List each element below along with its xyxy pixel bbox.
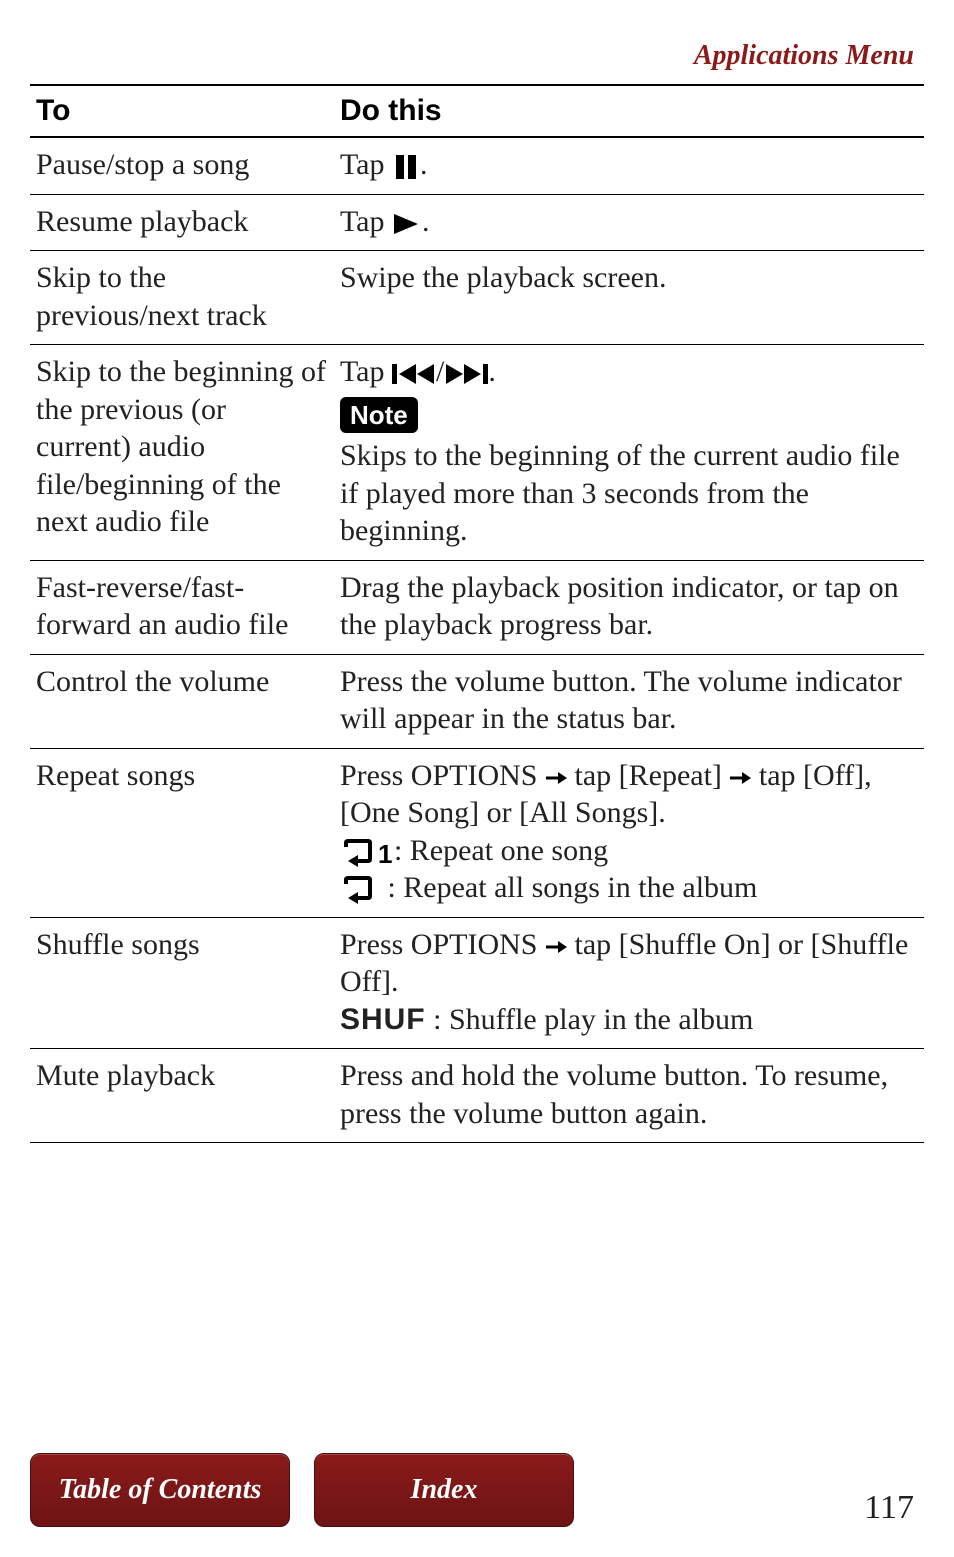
- table-row: Skip to the previous/next track Swipe th…: [30, 251, 924, 345]
- row-do: Press OPTIONS tap [Repeat] tap [Off], [O…: [334, 748, 924, 917]
- instructions-table: To Do this Pause/stop a song Tap . Resum…: [30, 84, 924, 1143]
- table-row: Fast-reverse/fast-forward an audio file …: [30, 560, 924, 654]
- row-to: Resume playback: [30, 194, 334, 251]
- col-to: To: [30, 85, 334, 137]
- repeat-one-text: : Repeat one song: [394, 834, 608, 867]
- arrow-right-icon: [545, 938, 567, 956]
- row-to: Repeat songs: [30, 748, 334, 917]
- row-to: Control the volume: [30, 654, 334, 748]
- note-badge: Note: [340, 397, 418, 434]
- row-do: Tap /. Note Skips to the beginning of th…: [334, 345, 924, 561]
- row-do: Tap .: [334, 194, 924, 251]
- row-to: Shuffle songs: [30, 917, 334, 1049]
- table-row: Mute playback Press and hold the volume …: [30, 1049, 924, 1143]
- table-row: Pause/stop a song Tap .: [30, 137, 924, 194]
- shuf-label: SHUF: [340, 1003, 426, 1036]
- footer: Table of Contents Index 117: [30, 1453, 924, 1527]
- skip-back-icon: [392, 362, 436, 386]
- table-row: Repeat songs Press OPTIONS tap [Repeat] …: [30, 748, 924, 917]
- toc-button[interactable]: Table of Contents: [30, 1453, 290, 1527]
- row-do: Press the volume button. The volume indi…: [334, 654, 924, 748]
- col-do-this: Do this: [334, 85, 924, 137]
- note-text: Skips to the beginning of the current au…: [340, 437, 918, 550]
- table-row: Shuffle songs Press OPTIONS tap [Shuffle…: [30, 917, 924, 1049]
- shuf-text: : Shuffle play in the album: [426, 1003, 754, 1036]
- table-row: Control the volume Press the volume butt…: [30, 654, 924, 748]
- row-do: Swipe the playback screen.: [334, 251, 924, 345]
- row-do-prefix: Tap: [340, 148, 392, 181]
- row-do-suffix: .: [420, 148, 428, 181]
- row-do: Drag the playback position indicator, or…: [334, 560, 924, 654]
- slash: /: [436, 355, 444, 388]
- arrow-right-icon: [545, 769, 567, 787]
- row-to: Pause/stop a song: [30, 137, 334, 194]
- table-row: Resume playback Tap .: [30, 194, 924, 251]
- index-button[interactable]: Index: [314, 1453, 574, 1527]
- skip-forward-icon: [444, 362, 488, 386]
- table-header-row: To Do this: [30, 85, 924, 137]
- row-do: Tap .: [334, 137, 924, 194]
- play-icon: [392, 212, 422, 236]
- repeat-one-icon: 1: [340, 839, 394, 867]
- repeat-all-text: : Repeat all songs in the album: [380, 871, 757, 904]
- repeat-all-icon: [340, 876, 380, 904]
- row-do: Press OPTIONS tap [Shuffle On] or [Shuff…: [334, 917, 924, 1049]
- row-do-prefix: Tap: [340, 205, 392, 238]
- row-do: Press and hold the volume button. To res…: [334, 1049, 924, 1143]
- row-do-suffix: .: [422, 205, 430, 238]
- text-a: Press OPTIONS: [340, 928, 545, 961]
- row-to: Fast-reverse/fast-forward an audio file: [30, 560, 334, 654]
- section-header: Applications Menu: [30, 40, 924, 72]
- text-b: tap [Repeat]: [567, 759, 729, 792]
- page-number: 117: [864, 1489, 914, 1527]
- text-a: Press OPTIONS: [340, 759, 545, 792]
- row-to: Skip to the previous/next track: [30, 251, 334, 345]
- row-to: Mute playback: [30, 1049, 334, 1143]
- arrow-right-icon: [729, 769, 751, 787]
- pause-icon: [392, 153, 420, 181]
- table-row: Skip to the beginning of the previous (o…: [30, 345, 924, 561]
- row-do-suffix: .: [488, 355, 496, 388]
- svg-text:1: 1: [378, 839, 392, 867]
- row-do-prefix: Tap: [340, 355, 392, 388]
- row-to: Skip to the beginning of the previous (o…: [30, 345, 334, 561]
